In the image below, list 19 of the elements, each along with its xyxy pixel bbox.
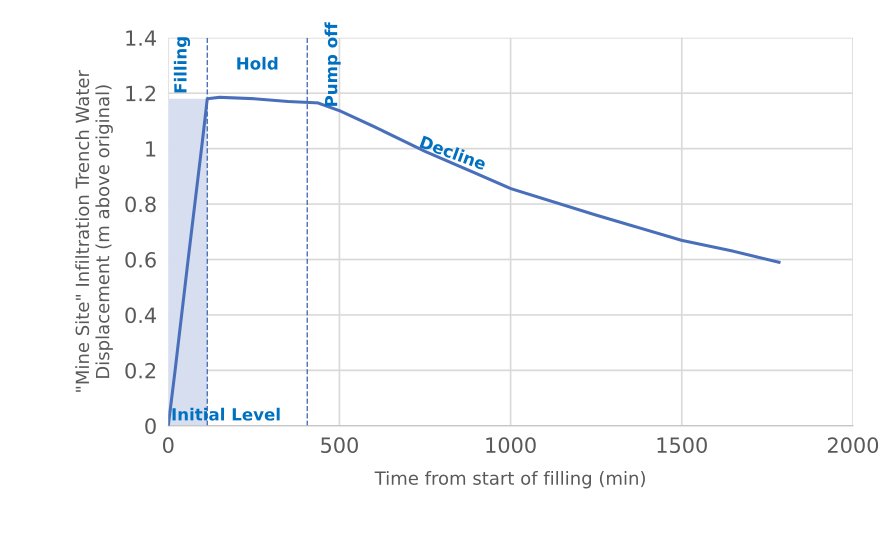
x-tick-label: 2000: [828, 437, 878, 454]
y-tick-label: 0: [145, 418, 156, 434]
y-tick-label: 1.4: [126, 30, 156, 46]
annotation: Hold: [237, 56, 278, 70]
x-tick-label: 0: [163, 437, 174, 454]
y-tick-label: 1: [146, 141, 156, 157]
x-tick-label: 1000: [486, 437, 536, 454]
x-axis-title: Time from start of filling (min): [374, 470, 645, 488]
y-tick-label: 0.8: [125, 196, 156, 212]
x-tick-label: 500: [321, 437, 358, 454]
annotation: Initial Level: [172, 408, 280, 421]
y-axis-title: "Mine Site" Infiltration Trench Water Displacement (m above original): [75, 70, 113, 392]
annotation: Filling: [174, 37, 190, 92]
y-tick-label: 0.4: [125, 307, 156, 324]
x-tick-label: 1500: [658, 437, 707, 454]
annotation: Pump off: [324, 22, 341, 106]
y-tick-label: 0.6: [125, 252, 156, 268]
y-tick-label: 1.2: [126, 86, 156, 102]
y-tick-label: 0.2: [125, 362, 156, 379]
